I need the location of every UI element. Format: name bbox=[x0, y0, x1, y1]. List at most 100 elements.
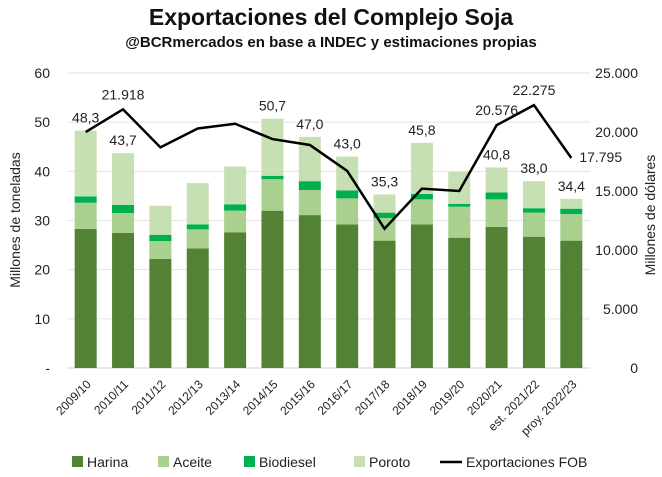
bar-biodiesel bbox=[336, 190, 359, 199]
bar-aceite bbox=[261, 179, 284, 211]
x-tick-label: 2015/16 bbox=[277, 377, 318, 418]
bar-harina bbox=[448, 237, 471, 368]
bar-biodiesel bbox=[410, 193, 433, 200]
bar-poroto bbox=[410, 142, 433, 194]
y2-tick-label: 0 bbox=[630, 360, 638, 376]
line-label: 21.918 bbox=[102, 86, 145, 102]
y-tick-label: 40 bbox=[34, 163, 50, 179]
x-tick-label: 2018/19 bbox=[389, 377, 430, 418]
bar-poroto bbox=[112, 153, 135, 205]
x-tick-label: 2017/18 bbox=[352, 377, 393, 418]
x-tick-label: 2016/17 bbox=[315, 377, 356, 418]
bar-harina bbox=[373, 240, 396, 368]
total-label: 43,7 bbox=[109, 132, 136, 148]
bar-biodiesel bbox=[186, 224, 209, 230]
bar-aceite bbox=[336, 198, 359, 225]
bar-poroto bbox=[522, 181, 545, 209]
bar-biodiesel bbox=[224, 204, 247, 211]
line-label: 20.576 bbox=[475, 102, 518, 118]
total-label: 47,0 bbox=[296, 116, 323, 132]
x-tick-label: 2014/15 bbox=[240, 377, 281, 418]
bar-aceite bbox=[112, 213, 135, 233]
bar-biodiesel bbox=[74, 196, 97, 203]
total-label: 34,4 bbox=[558, 178, 585, 194]
bar-biodiesel bbox=[112, 204, 135, 214]
bar-harina bbox=[485, 226, 508, 368]
total-label: 38,0 bbox=[520, 160, 547, 176]
y-axis-label: Millones de toneladas bbox=[7, 152, 23, 287]
x-tick-label: 2009/10 bbox=[53, 377, 94, 418]
line-exportaciones-fob bbox=[85, 103, 573, 231]
bar-biodiesel bbox=[298, 181, 321, 191]
bar-biodiesel bbox=[485, 192, 508, 200]
x-tick-label: 2019/20 bbox=[427, 377, 468, 418]
bar-harina bbox=[298, 215, 321, 368]
bar-biodiesel bbox=[373, 212, 396, 219]
x-tick-label: 2012/13 bbox=[165, 377, 206, 418]
bar-poroto bbox=[74, 130, 97, 197]
bar-aceite bbox=[560, 214, 583, 241]
bar-poroto bbox=[149, 205, 172, 235]
y-tick-label: 50 bbox=[34, 114, 50, 130]
total-label: 45,8 bbox=[408, 122, 435, 138]
total-label: 43,0 bbox=[334, 136, 361, 152]
bar-poroto bbox=[560, 198, 583, 209]
y2-axis-label: Millones de dólares bbox=[642, 155, 658, 276]
bar-poroto bbox=[224, 166, 247, 205]
x-tick-label: 2013/14 bbox=[203, 377, 244, 418]
total-label: 40,8 bbox=[483, 146, 510, 162]
chart-title: Exportaciones del Complejo Soja bbox=[148, 4, 514, 30]
bar-harina bbox=[186, 248, 209, 368]
chart-subtitle: @BCRmercados en base a INDEC y estimacio… bbox=[125, 34, 537, 51]
bar-biodiesel bbox=[560, 208, 583, 215]
legend-label: Harina bbox=[87, 454, 128, 470]
legend-swatch-poroto bbox=[354, 456, 365, 467]
bar-poroto bbox=[485, 167, 508, 193]
bar-harina bbox=[74, 228, 97, 368]
legend-label: Poroto bbox=[369, 454, 410, 470]
bar-poroto bbox=[186, 183, 209, 225]
legend-label: Biodiesel bbox=[259, 454, 316, 470]
bar-aceite bbox=[74, 202, 97, 229]
y-tick-label: 10 bbox=[34, 311, 50, 327]
bar-aceite bbox=[298, 190, 321, 216]
y2-tick-label: 25.000 bbox=[595, 65, 638, 81]
y-tick-label: 60 bbox=[34, 65, 50, 81]
bar-harina bbox=[522, 236, 545, 368]
bar-aceite bbox=[410, 199, 433, 225]
bar-aceite bbox=[186, 229, 209, 249]
total-label: 50,7 bbox=[259, 98, 286, 114]
total-label: 35,3 bbox=[371, 173, 398, 189]
bar-harina bbox=[224, 232, 247, 368]
bar-aceite bbox=[149, 241, 172, 259]
legend-label: Aceite bbox=[173, 454, 212, 470]
bar-harina bbox=[410, 224, 433, 368]
legend-label: Exportaciones FOB bbox=[466, 454, 587, 470]
y2-tick-label: 10.000 bbox=[595, 242, 638, 258]
bar-harina bbox=[112, 232, 135, 368]
bar-biodiesel bbox=[261, 175, 284, 180]
bar-poroto bbox=[336, 156, 359, 191]
bar-aceite bbox=[224, 210, 247, 233]
legend-swatch-harina bbox=[72, 456, 83, 467]
bar-poroto bbox=[373, 194, 396, 213]
y2-tick-label: 20.000 bbox=[595, 124, 638, 140]
y2-tick-label: 5.000 bbox=[603, 301, 638, 317]
x-tick-label: 2011/12 bbox=[129, 377, 169, 417]
bar-poroto bbox=[261, 118, 284, 176]
bar-harina bbox=[261, 210, 284, 368]
bar-harina bbox=[336, 224, 359, 368]
bar-harina bbox=[149, 258, 172, 368]
bar-biodiesel bbox=[448, 203, 471, 207]
y2-tick-label: 15.000 bbox=[595, 183, 638, 199]
y-tick-label: 20 bbox=[34, 262, 50, 278]
bar-biodiesel bbox=[149, 234, 172, 242]
legend-swatch-biodiesel bbox=[244, 456, 255, 467]
x-tick-label: 2010/11 bbox=[91, 377, 131, 417]
line-label: 17.795 bbox=[579, 149, 622, 165]
bar-harina bbox=[560, 240, 583, 368]
line-label: 22.275 bbox=[513, 82, 556, 98]
bar-aceite bbox=[448, 206, 471, 238]
